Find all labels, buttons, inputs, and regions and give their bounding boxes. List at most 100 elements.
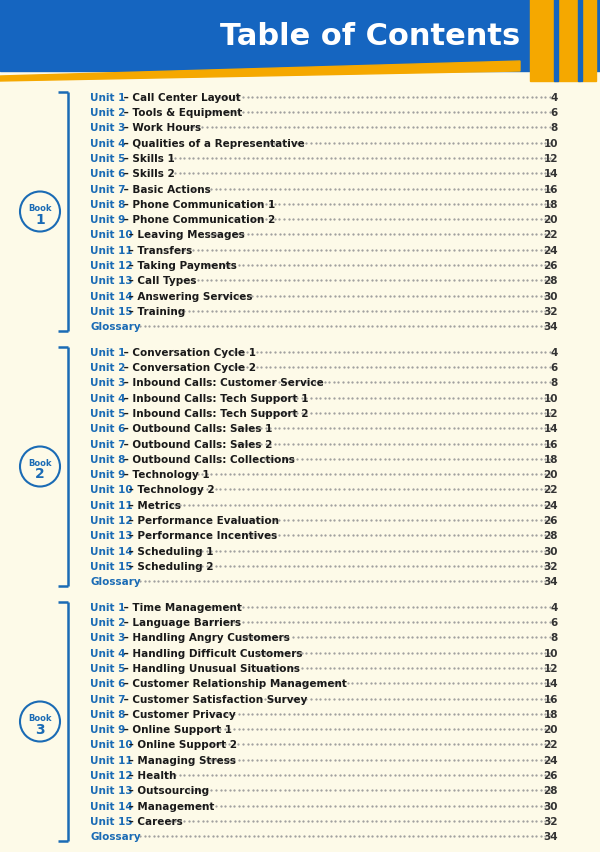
Text: – Technology 1: – Technology 1 (121, 469, 210, 480)
Text: 14: 14 (544, 169, 558, 179)
Text: 10: 10 (544, 393, 558, 403)
Text: 8: 8 (551, 377, 558, 388)
Text: Book: Book (28, 458, 52, 468)
Text: 26: 26 (544, 770, 558, 780)
Text: – Call Types: – Call Types (125, 276, 197, 286)
Text: 3: 3 (35, 722, 45, 735)
Text: 12: 12 (544, 408, 558, 418)
Text: 30: 30 (544, 291, 558, 302)
Text: Unit 2: Unit 2 (90, 363, 125, 372)
Text: Unit 7: Unit 7 (90, 184, 125, 194)
Text: – Handling Angry Customers: – Handling Angry Customers (121, 632, 290, 642)
Text: 26: 26 (544, 261, 558, 271)
Text: 8: 8 (551, 124, 558, 133)
Text: 24: 24 (544, 755, 558, 765)
Text: 22: 22 (544, 230, 558, 240)
Text: Unit 5: Unit 5 (90, 408, 125, 418)
Text: Unit 10: Unit 10 (90, 230, 133, 240)
Text: – Metrics: – Metrics (125, 500, 181, 510)
Text: – Call Center Layout: – Call Center Layout (121, 93, 241, 102)
Text: Unit 7: Unit 7 (90, 694, 125, 704)
Text: Glossary: Glossary (90, 832, 140, 842)
Text: 28: 28 (544, 786, 558, 796)
Text: – Skills 1: – Skills 1 (121, 153, 175, 164)
Text: – Skills 2: – Skills 2 (121, 169, 175, 179)
Text: – Inbound Calls: Tech Support 1: – Inbound Calls: Tech Support 1 (121, 393, 309, 403)
Text: – Outbound Calls: Collections: – Outbound Calls: Collections (121, 454, 295, 464)
Text: Unit 11: Unit 11 (90, 245, 133, 256)
Text: 6: 6 (551, 617, 558, 627)
Text: 12: 12 (544, 153, 558, 164)
Text: Unit 7: Unit 7 (90, 439, 125, 449)
Text: – Managing Stress: – Managing Stress (125, 755, 236, 765)
Text: 18: 18 (544, 199, 558, 210)
Text: Unit 14: Unit 14 (90, 801, 133, 811)
Text: Unit 10: Unit 10 (90, 740, 133, 750)
Text: 34: 34 (544, 577, 558, 587)
Text: 20: 20 (544, 469, 558, 480)
Text: Table of Contents: Table of Contents (220, 21, 520, 50)
Text: Unit 5: Unit 5 (90, 663, 125, 673)
Text: Book: Book (28, 713, 52, 722)
Bar (0, 0, 600, 72)
Text: 34: 34 (544, 832, 558, 842)
Text: Unit 8: Unit 8 (90, 454, 125, 464)
Text: – Technology 2: – Technology 2 (125, 485, 215, 495)
Text: 20: 20 (544, 724, 558, 734)
Text: Unit 3: Unit 3 (90, 377, 125, 388)
Text: – Scheduling 2: – Scheduling 2 (125, 561, 214, 572)
Text: Unit 6: Unit 6 (90, 169, 125, 179)
Text: Unit 6: Unit 6 (90, 678, 125, 688)
Text: Glossary: Glossary (90, 322, 140, 332)
Text: 6: 6 (551, 108, 558, 118)
Text: 34: 34 (544, 322, 558, 332)
Text: Unit 14: Unit 14 (90, 546, 133, 556)
Text: Unit 11: Unit 11 (90, 755, 133, 765)
Text: 16: 16 (544, 439, 558, 449)
Bar (530, 0, 558, 82)
Text: – Conversation Cycle 2: – Conversation Cycle 2 (121, 363, 256, 372)
Text: Unit 4: Unit 4 (90, 393, 125, 403)
Text: 18: 18 (544, 454, 558, 464)
Text: 4: 4 (551, 93, 558, 102)
Text: – Careers: – Careers (125, 816, 183, 826)
Text: – Performance Incentives: – Performance Incentives (125, 531, 278, 541)
Text: – Online Support 1: – Online Support 1 (121, 724, 232, 734)
Text: 6: 6 (551, 363, 558, 372)
Text: 10: 10 (544, 138, 558, 148)
Text: – Customer Satisfaction Survey: – Customer Satisfaction Survey (121, 694, 308, 704)
Text: – Phone Communication 1: – Phone Communication 1 (121, 199, 275, 210)
Text: – Qualities of a Representative: – Qualities of a Representative (121, 138, 305, 148)
Text: – Transfers: – Transfers (125, 245, 193, 256)
Circle shape (20, 193, 60, 233)
Text: – Answering Services: – Answering Services (125, 291, 253, 302)
Text: – Leaving Messages: – Leaving Messages (125, 230, 245, 240)
Text: 28: 28 (544, 276, 558, 286)
Text: Unit 9: Unit 9 (90, 469, 125, 480)
Text: – Work Hours: – Work Hours (121, 124, 202, 133)
Text: 16: 16 (544, 694, 558, 704)
Text: – Tools & Equipment: – Tools & Equipment (121, 108, 242, 118)
Text: 22: 22 (544, 740, 558, 750)
Text: Unit 2: Unit 2 (90, 617, 125, 627)
Text: Unit 6: Unit 6 (90, 423, 125, 434)
Text: – Outsourcing: – Outsourcing (125, 786, 209, 796)
Text: – Health: – Health (125, 770, 176, 780)
Text: – Customer Privacy: – Customer Privacy (121, 709, 236, 719)
Text: 30: 30 (544, 546, 558, 556)
Text: Unit 1: Unit 1 (90, 348, 125, 357)
Circle shape (20, 702, 60, 741)
Text: 32: 32 (544, 307, 558, 317)
Text: 24: 24 (544, 500, 558, 510)
Text: 18: 18 (544, 709, 558, 719)
Bar (558, 0, 580, 82)
Text: Unit 5: Unit 5 (90, 153, 125, 164)
Text: – Scheduling 1: – Scheduling 1 (125, 546, 214, 556)
Text: – Basic Actions: – Basic Actions (121, 184, 211, 194)
Text: Unit 13: Unit 13 (90, 531, 133, 541)
Text: 4: 4 (551, 602, 558, 612)
Text: 20: 20 (544, 215, 558, 225)
Text: – Taking Payments: – Taking Payments (125, 261, 237, 271)
Text: Unit 12: Unit 12 (90, 515, 133, 526)
Text: Unit 8: Unit 8 (90, 199, 125, 210)
